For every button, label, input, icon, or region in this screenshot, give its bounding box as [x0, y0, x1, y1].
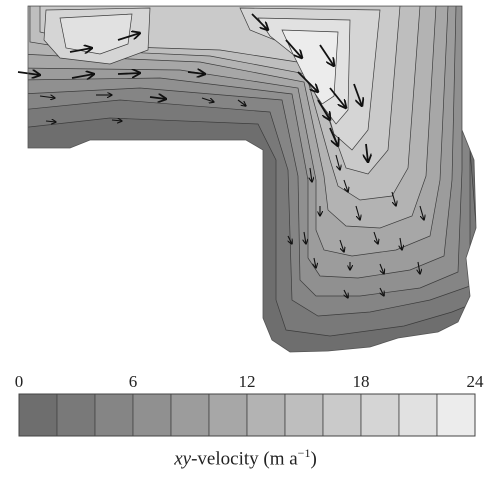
velocity-arrow: [319, 44, 334, 66]
colorbar-cell: [398, 393, 438, 437]
velocity-arrow: [339, 239, 344, 252]
velocity-arrow: [419, 205, 424, 220]
velocity-arrow: [329, 127, 338, 146]
colorbar-cell: [322, 393, 362, 437]
velocity-arrow: [366, 143, 368, 162]
velocity-arrow: [317, 99, 330, 120]
velocity-arrow: [314, 257, 316, 268]
velocity-arrow: [117, 73, 140, 74]
colorbar-tick-label: 12: [239, 372, 256, 391]
velocity-arrow: [71, 74, 94, 78]
colorbar-tick-label: 6: [129, 372, 138, 391]
colorbar-tick-label: 18: [353, 372, 370, 391]
colorbar-cell: [132, 393, 172, 437]
velocity-arrow: [373, 231, 378, 244]
colorbar-label: xy-velocity (m a−1): [0, 446, 491, 470]
colorbar-label-exponent: −1: [297, 446, 311, 460]
contour-band: [281, 29, 339, 105]
velocity-arrow: [380, 287, 384, 296]
velocity-arrow: [355, 205, 360, 220]
colorbar-tick-label: 24: [467, 372, 485, 391]
colorbar-cell: [436, 393, 476, 437]
velocity-vector-layer: [17, 13, 424, 298]
colorbar-tick-label: 0: [15, 372, 24, 391]
contour-band: [59, 13, 133, 55]
colorbar-cell: [18, 393, 58, 437]
velocity-arrow: [310, 167, 312, 182]
velocity-arrow: [304, 231, 306, 244]
velocity-arrow: [237, 99, 246, 106]
velocity-arrow: [288, 235, 292, 244]
velocity-arrow: [400, 237, 402, 250]
colorbar-label-prefix: xy: [174, 448, 192, 470]
velocity-arrow: [285, 39, 302, 58]
velocity-arrow: [45, 121, 56, 122]
colorbar-label-suffix: ): [310, 448, 317, 470]
velocity-arrow: [329, 87, 346, 108]
colorbar: 0 6 12 18 24: [15, 372, 485, 437]
velocity-arrow: [39, 96, 55, 98]
velocity-arrow: [149, 97, 166, 99]
colorbar-cell: [94, 393, 134, 437]
colorbar-cell: [284, 393, 324, 437]
velocity-arrow: [343, 179, 348, 192]
velocity-arrow: [297, 71, 318, 92]
velocity-arrow: [17, 72, 40, 75]
contour-field: [28, 6, 476, 352]
colorbar-cell: [170, 393, 210, 437]
velocity-arrow: [251, 13, 268, 30]
velocity-arrow: [187, 72, 205, 74]
velocity-arrow: [379, 263, 384, 274]
velocity-arrow: [418, 261, 420, 274]
colorbar-cell: [246, 393, 286, 437]
velocity-arrow: [117, 33, 140, 41]
colorbar-cell: [56, 393, 96, 437]
velocity-arrow: [335, 154, 340, 170]
velocity-arrow: [353, 83, 362, 106]
velocity-arrow: [111, 120, 122, 121]
colorbar-label-text: -velocity (m a: [191, 448, 298, 470]
velocity-arrow: [391, 191, 396, 206]
velocity-arrow: [201, 97, 214, 102]
velocity-arrow: [69, 48, 92, 52]
velocity-arrow: [344, 289, 348, 298]
colorbar-cell: [360, 393, 400, 437]
colorbar-cell: [208, 393, 248, 437]
region-outline: [27, 5, 477, 353]
